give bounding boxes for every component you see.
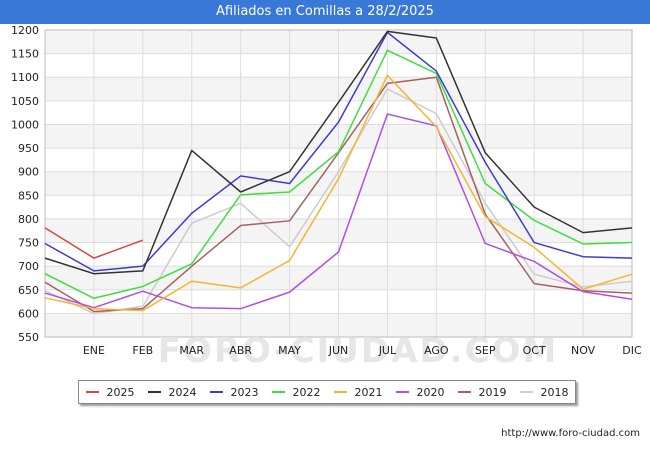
y-tick-label: 950 [18, 142, 39, 155]
x-tick-label: MAR [179, 344, 204, 357]
plot-border [44, 29, 633, 338]
y-tick-label: 1100 [11, 71, 39, 84]
x-tick-label: DIC [622, 344, 642, 357]
x-tick-label: SEP [475, 344, 496, 357]
y-tick-label: 750 [18, 237, 39, 250]
legend-label: 2018 [540, 385, 569, 399]
legend-item-2018: 2018 [519, 385, 569, 399]
legend-item-2024: 2024 [147, 385, 197, 399]
legend-swatch [519, 391, 533, 393]
legend-swatch [271, 391, 285, 393]
x-tick-label: OCT [523, 344, 546, 357]
y-tick-label: 1200 [11, 24, 39, 37]
y-tick-label: 850 [18, 189, 39, 202]
y-tick-label: 800 [18, 213, 39, 226]
x-tick-label: ABR [229, 344, 252, 357]
legend-item-2023: 2023 [209, 385, 259, 399]
y-tick-label: 700 [18, 260, 39, 273]
legend-swatch [457, 391, 471, 393]
legend-item-2022: 2022 [271, 385, 321, 399]
y-axis: 550 600 650 700 750 800 850 900 950 1000 1050 1100 1… [11, 24, 39, 344]
legend-label: 2019 [478, 385, 507, 399]
legend-item-2025: 2025 [85, 385, 135, 399]
series-line-2024 [44, 30, 633, 275]
series-line-2022 [44, 49, 633, 300]
series-line-2023 [44, 31, 633, 272]
legend-item-2020: 2020 [395, 385, 445, 399]
legend-label: 2024 [168, 385, 197, 399]
x-tick-label: FEB [132, 344, 153, 357]
y-tick-label: 1050 [11, 95, 39, 108]
watermark: FORO-CIUDAD.COM [158, 331, 559, 371]
legend-swatch [147, 391, 161, 393]
y-tick-label: 1000 [11, 118, 39, 131]
x-tick-label: AGO [424, 344, 449, 357]
legend-label: 2025 [106, 385, 135, 399]
y-tick-label: 1150 [11, 48, 39, 61]
legend-label: 2021 [354, 385, 383, 399]
x-tick-label: JUL [378, 344, 397, 357]
legend-item-2021: 2021 [333, 385, 383, 399]
x-axis: ENE FEB MAR ABR MAY JUN JUL AGO SEP OCT NOV DIC [83, 344, 642, 357]
y-tick-label: 900 [18, 166, 39, 179]
y-tick-label: 650 [18, 284, 39, 297]
legend-swatch [85, 391, 99, 393]
x-tick-label: NOV [571, 344, 596, 357]
legend-label: 2020 [416, 385, 445, 399]
chart-title: Afiliados en Comillas a 28/2/2025 [0, 0, 650, 24]
series-lines [44, 30, 633, 315]
legend: 2025 2024 2023 2022 2021 2020 2019 2018 [78, 380, 576, 404]
series-line-2025 [44, 227, 144, 259]
legend-swatch [209, 391, 223, 393]
y-tick-label: 600 [18, 307, 39, 320]
legend-item-2019: 2019 [457, 385, 507, 399]
legend-label: 2023 [230, 385, 259, 399]
x-tick-label: MAY [278, 344, 301, 357]
y-tick-label: 550 [18, 331, 39, 344]
series-line-2021 [44, 74, 633, 312]
legend-label: 2022 [292, 385, 321, 399]
legend-swatch [333, 391, 347, 393]
series-line-2020 [44, 113, 633, 310]
source-url[interactable]: http://www.foro-ciudad.com [501, 428, 640, 439]
x-tick-label: ENE [83, 344, 105, 357]
legend-swatch [395, 391, 409, 393]
x-tick-label: JUN [328, 344, 349, 357]
series-line-2018 [44, 88, 633, 315]
